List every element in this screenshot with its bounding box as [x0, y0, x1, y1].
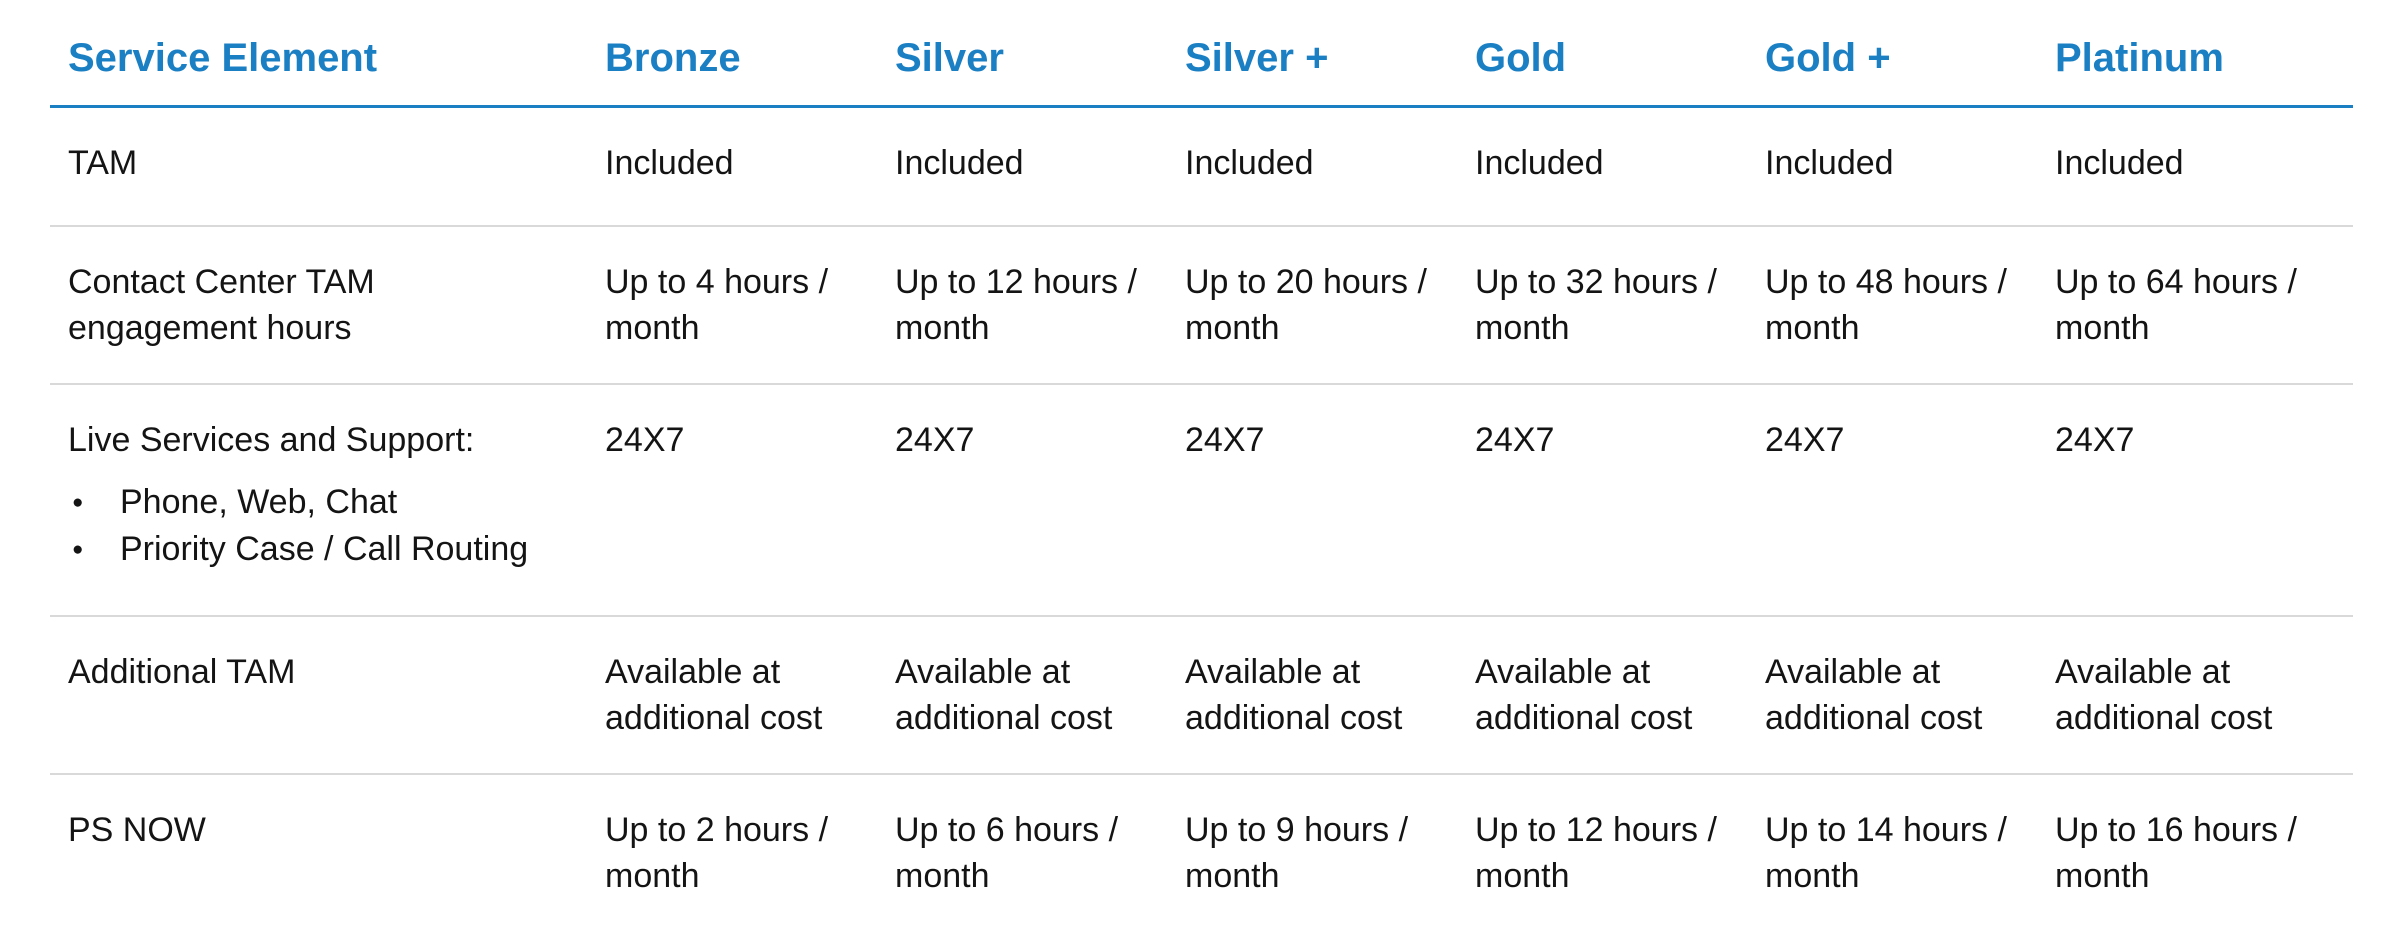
column-header-silver-plus: Silver +	[1185, 36, 1329, 80]
service-tiers-pricing-table: Service Element Bronze Silver Silver + G…	[50, 0, 2353, 934]
cell-value: Included	[1475, 144, 1604, 182]
cell-value: Up to 64 hours / month	[2055, 263, 2297, 347]
row-label: Additional TAM	[68, 653, 296, 691]
row-label: Live Services and Support:	[68, 421, 475, 459]
table-row-contact-center-tam: Contact Center TAM engagement hours Up t…	[50, 227, 2353, 385]
cell-value: Up to 14 hours / month	[1765, 811, 2007, 895]
column-header-gold: Gold	[1475, 36, 1567, 80]
cell-value: Up to 48 hours / month	[1765, 263, 2007, 347]
cell-value: 24X7	[1765, 421, 1845, 459]
row-label-cell: TAM	[50, 108, 587, 225]
cell-value: Up to 12 hours / month	[895, 263, 1137, 347]
column-header-silver: Silver	[895, 36, 1004, 80]
cell-value: Included	[2055, 144, 2184, 182]
column-header-bronze: Bronze	[605, 36, 741, 80]
bullet-list: Phone, Web, Chat Priority Case / Call Ro…	[68, 479, 547, 573]
cell-value: Up to 4 hours / month	[605, 263, 829, 347]
table-row-tam: TAM Included Included Included Included …	[50, 108, 2353, 227]
row-label-cell: Contact Center TAM engagement hours	[50, 227, 587, 383]
cell-value: Available at additional cost	[895, 653, 1113, 737]
column-header-service-element: Service Element	[68, 36, 378, 80]
cell-value: Included	[1185, 144, 1314, 182]
cell-value: Up to 9 hours / month	[1185, 811, 1409, 895]
cell-value: Up to 16 hours / month	[2055, 811, 2297, 895]
column-header-platinum: Platinum	[2055, 36, 2224, 80]
cell-value: Up to 12 hours / month	[1475, 811, 1717, 895]
cell-value: Available at additional cost	[1765, 653, 1983, 737]
table-row-live-services: Live Services and Support: Phone, Web, C…	[50, 385, 2353, 617]
row-label-cell: Additional TAM	[50, 617, 587, 773]
bullet-item: Priority Case / Call Routing	[68, 526, 547, 573]
cell-value: Up to 32 hours / month	[1475, 263, 1717, 347]
cell-value: Included	[605, 144, 734, 182]
cell-value: 24X7	[1475, 421, 1555, 459]
header-row: Service Element Bronze Silver Silver + G…	[50, 0, 2353, 108]
table-row-additional-tam: Additional TAM Available at additional c…	[50, 617, 2353, 775]
cell-value: 24X7	[895, 421, 975, 459]
table-row-ps-now: PS NOW Up to 2 hours / month Up to 6 hou…	[50, 775, 2353, 934]
cell-value: Available at additional cost	[1185, 653, 1403, 737]
row-label-cell: Live Services and Support: Phone, Web, C…	[50, 385, 587, 615]
cell-value: Available at additional cost	[2055, 653, 2273, 737]
cell-value: Available at additional cost	[1475, 653, 1693, 737]
cell-value: 24X7	[605, 421, 685, 459]
row-label-cell: PS NOW	[50, 775, 587, 934]
cell-value: Up to 2 hours / month	[605, 811, 829, 895]
row-label: PS NOW	[68, 811, 206, 849]
cell-value: Up to 6 hours / month	[895, 811, 1119, 895]
cell-value: Included	[1765, 144, 1894, 182]
cell-value: 24X7	[2055, 421, 2135, 459]
bullet-item: Phone, Web, Chat	[68, 479, 547, 526]
row-label: TAM	[68, 144, 138, 182]
cell-value: Available at additional cost	[605, 653, 823, 737]
cell-value: 24X7	[1185, 421, 1265, 459]
row-label: Contact Center TAM engagement hours	[68, 263, 375, 347]
cell-value: Included	[895, 144, 1024, 182]
column-header-gold-plus: Gold +	[1765, 36, 1891, 80]
cell-value: Up to 20 hours / month	[1185, 263, 1427, 347]
